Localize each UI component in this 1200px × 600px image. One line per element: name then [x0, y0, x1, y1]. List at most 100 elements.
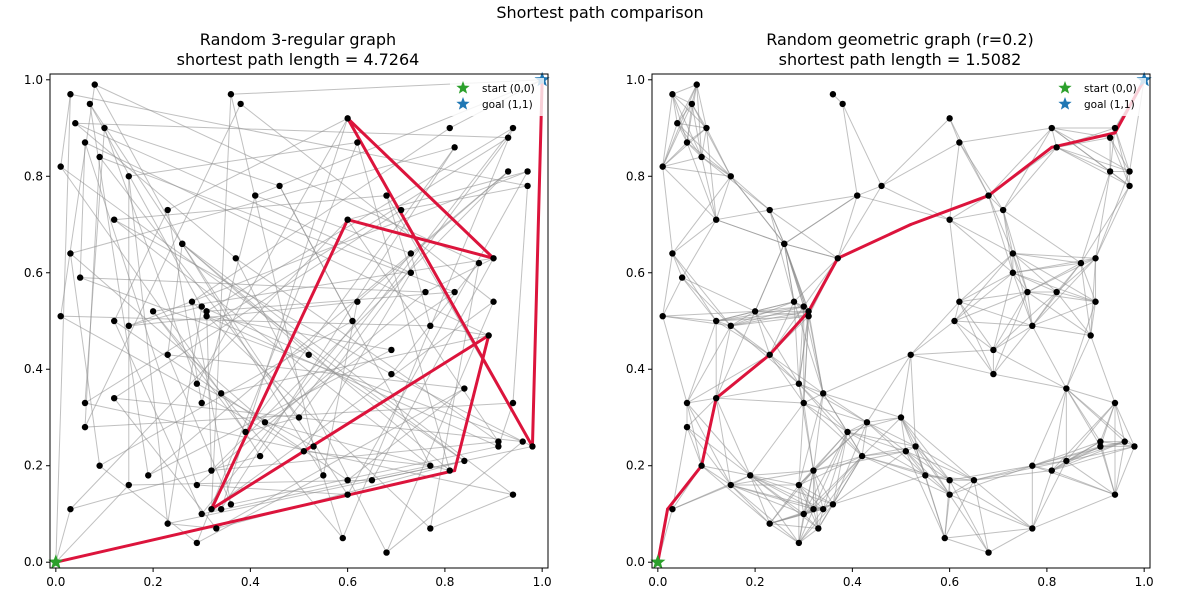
graph-edge	[813, 455, 863, 510]
graph-node	[897, 414, 905, 421]
graph-node	[858, 452, 866, 460]
graph-edge	[191, 301, 232, 505]
graph-edge	[662, 310, 756, 317]
graph-edge	[750, 474, 834, 505]
graph-edge	[949, 219, 1014, 274]
graph-edge	[1114, 441, 1126, 495]
graph-edge	[686, 402, 703, 466]
graph-edge	[671, 427, 688, 510]
graph-edge	[676, 122, 688, 143]
graph-node	[1048, 467, 1055, 474]
graph-edge	[152, 311, 246, 433]
graph-edge	[993, 291, 1057, 351]
graph-edge	[949, 209, 1004, 221]
shortest-path-segment	[453, 333, 491, 473]
y-tick-label: 0.6	[626, 266, 645, 280]
graph-edge	[216, 388, 465, 529]
graph-edge	[84, 142, 198, 486]
graph-edge	[235, 258, 387, 553]
x-tick-label: 0.6	[940, 575, 959, 589]
graph-node	[844, 428, 851, 436]
x-tick-label: 1.0	[1135, 575, 1154, 589]
graph-edge	[798, 508, 824, 544]
graph-edge	[686, 103, 693, 143]
shortest-path-segment	[714, 353, 772, 400]
graph-node	[227, 91, 235, 98]
graph-node	[261, 419, 269, 426]
graph-node	[300, 448, 308, 455]
graph-node	[67, 250, 74, 257]
graph-edge	[924, 475, 946, 539]
graph-node	[1029, 322, 1036, 330]
graph-node	[504, 134, 512, 141]
graph-edge	[410, 253, 431, 326]
graph-node	[766, 351, 773, 358]
panel-random-regular: Random 3-regular graph shortest path len…	[24, 30, 552, 589]
graph-edge	[715, 311, 756, 399]
graph-edge	[837, 195, 858, 259]
y-tick-label: 1.0	[24, 73, 43, 87]
graph-edge	[847, 431, 916, 447]
graph-edge	[730, 325, 770, 356]
graph-edge	[900, 417, 907, 452]
graph-edge	[716, 397, 804, 404]
graph-node	[829, 501, 837, 508]
graph-edge	[803, 402, 814, 471]
graph-edge	[113, 219, 431, 467]
shortest-path-segment	[700, 396, 718, 468]
graph-edge	[954, 301, 960, 322]
graph-edge	[1056, 146, 1111, 172]
graph-node	[427, 322, 434, 330]
graph-edge	[866, 416, 902, 423]
graph-node	[902, 448, 910, 455]
graph-node	[946, 476, 953, 484]
graph-edge	[191, 301, 431, 529]
graph-node	[946, 115, 953, 122]
x-tick-label: 0.0	[46, 575, 65, 589]
x-tick-label: 0.6	[338, 575, 357, 589]
graph-node	[110, 394, 118, 402]
graph-edge	[954, 253, 1014, 322]
graph-edge	[959, 272, 1014, 303]
graph-node	[854, 192, 861, 199]
graph-node	[383, 549, 390, 556]
graph-edge	[988, 195, 1014, 254]
graph-edge	[1100, 441, 1125, 447]
graph-node	[145, 472, 152, 479]
y-tick-label: 0.6	[24, 266, 43, 280]
graph-edge	[1114, 127, 1131, 187]
graph-edge	[861, 455, 950, 496]
graph-edge	[1066, 445, 1101, 462]
graph-node	[669, 505, 676, 513]
x-tick-label: 0.4	[241, 575, 260, 589]
graph-node	[198, 399, 205, 407]
graph-edge	[915, 445, 975, 481]
graph-node	[829, 91, 837, 98]
graph-node	[242, 428, 249, 436]
graph-edge	[264, 421, 450, 472]
graph-edge	[949, 465, 1033, 481]
graph-edge	[676, 103, 693, 124]
graph-node	[529, 443, 536, 450]
graph-edge	[798, 484, 824, 510]
graph-edge	[1031, 325, 1067, 389]
graph-edge	[430, 494, 514, 529]
graph-edge	[75, 122, 412, 274]
shortest-path-segment	[807, 256, 840, 313]
graph-edge	[910, 320, 955, 356]
graph-node	[164, 351, 171, 358]
graph-edge	[798, 528, 819, 544]
graph-node	[1087, 332, 1094, 339]
graph-edge	[1065, 335, 1092, 389]
graph-node	[217, 505, 225, 513]
graph-edge	[401, 185, 528, 211]
x-tick-label: 0.8	[435, 575, 454, 589]
x-tick-label: 0.4	[843, 575, 862, 589]
graph-edge	[70, 93, 528, 187]
graph-node	[72, 120, 79, 127]
graph-node	[407, 269, 415, 276]
graph-edge	[672, 219, 717, 254]
graph-node	[349, 317, 356, 325]
graph-edge	[730, 484, 771, 524]
graph-node	[834, 255, 841, 262]
